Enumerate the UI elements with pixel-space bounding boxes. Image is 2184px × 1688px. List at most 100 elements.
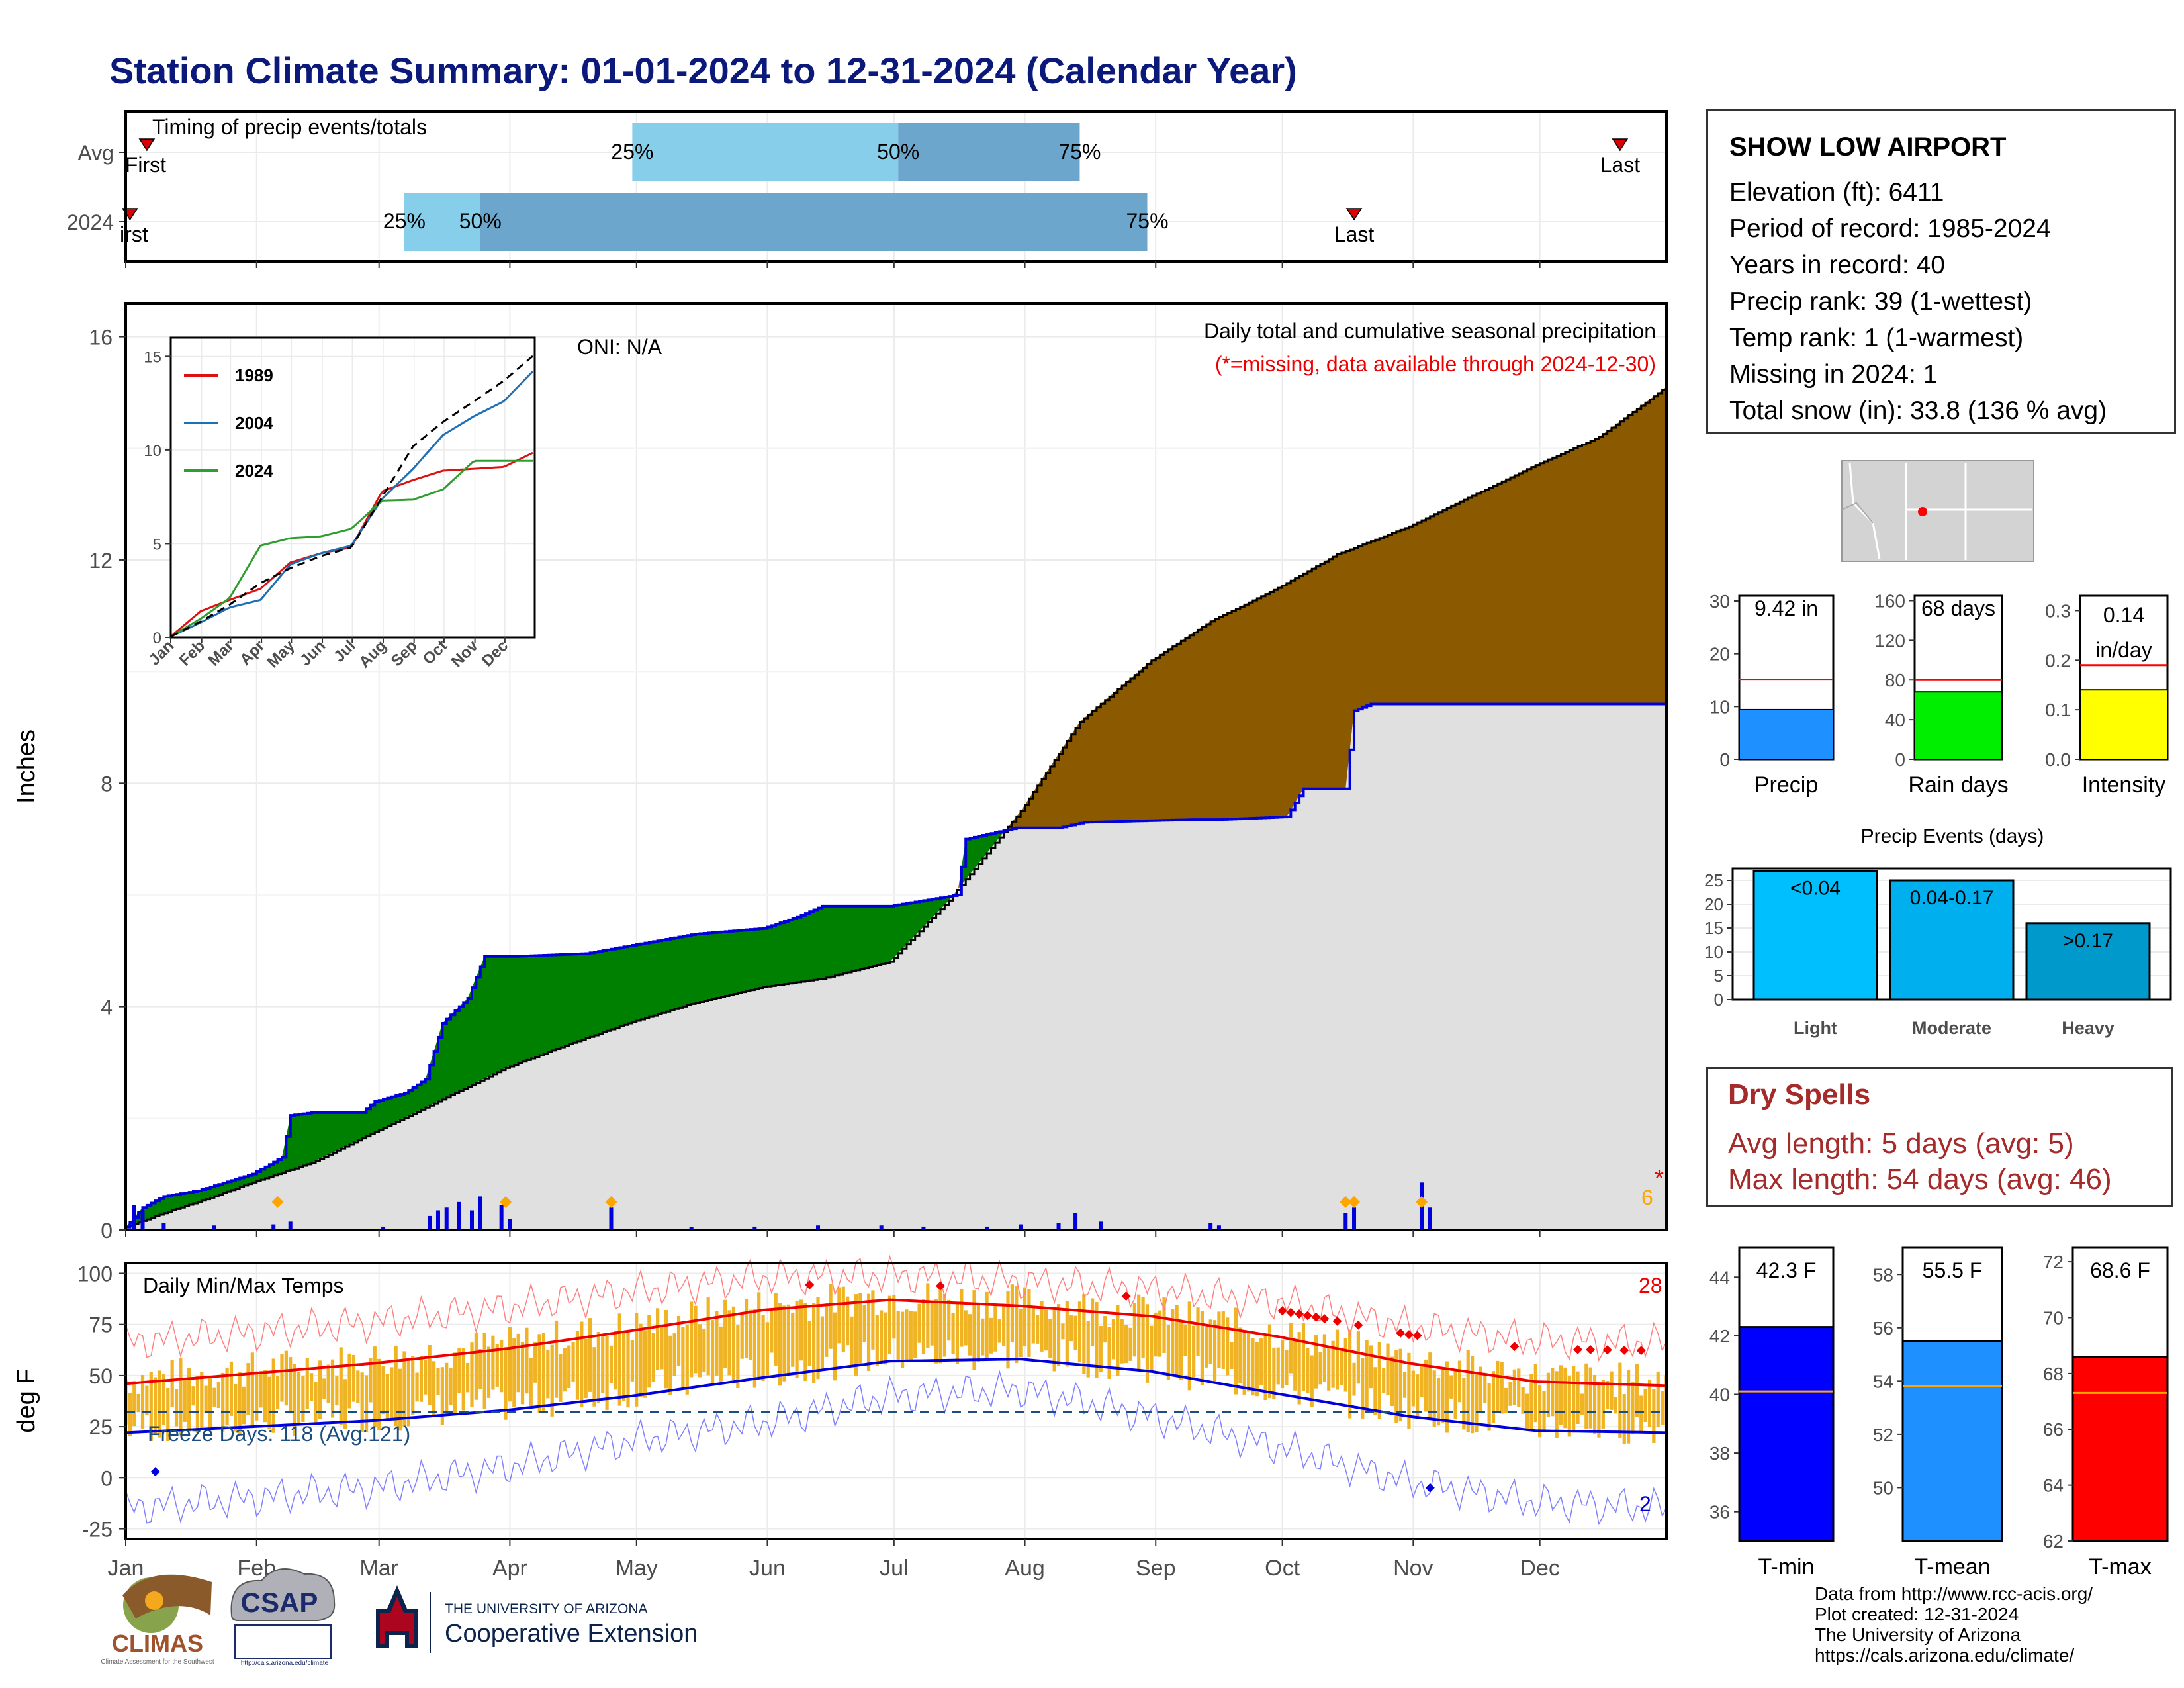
daily-temp-bar [1234, 1307, 1238, 1395]
daily-temp-bar [1382, 1368, 1386, 1393]
daily-temp-bar [1322, 1334, 1326, 1382]
daily-temp-bar [1340, 1349, 1343, 1385]
daily-precip-bar [499, 1205, 504, 1230]
daily-temp-bar [757, 1292, 761, 1378]
summary-bars: 0 10 20 30 Precip 9.42 in 0 40 80 120 160 Rain days… [1709, 590, 2169, 798]
daily-temp-bar [1183, 1324, 1187, 1356]
daily-temp-bar [947, 1299, 951, 1341]
daily-temp-bar [385, 1374, 390, 1419]
climas-logo-text: CLIMAS [112, 1630, 203, 1657]
month-label: Apr [492, 1556, 527, 1581]
timing-row-label: Avg [77, 141, 114, 165]
daily-temp-bar [1652, 1389, 1656, 1444]
daily-temp-bar [1352, 1362, 1356, 1396]
event-bin-label: <0.04 [1790, 878, 1841, 900]
daily-temp-bar [1124, 1325, 1128, 1364]
daily-temp-bar [1424, 1359, 1428, 1412]
daily-temp-bar [976, 1303, 980, 1362]
daily-temp-bar [478, 1349, 482, 1389]
daily-temp-bar [1606, 1381, 1610, 1410]
snow-marker [1348, 1196, 1361, 1208]
record-high-marker [805, 1280, 815, 1289]
daily-precip-bar [921, 1226, 926, 1230]
daily-temp-bar [1335, 1329, 1340, 1390]
daily-temp-bar [449, 1368, 453, 1405]
daily-temp-bar [339, 1347, 343, 1425]
locator-map [1841, 460, 2034, 562]
snow-count: 6 [1641, 1186, 1653, 1209]
daily-temp-bar [1082, 1294, 1086, 1374]
daily-temp-bar [318, 1360, 322, 1420]
daily-precip-bar [1019, 1224, 1023, 1230]
daily-temp-bar [259, 1370, 263, 1408]
daily-temp-bar [221, 1372, 225, 1432]
daily-temp-bar [310, 1373, 314, 1401]
timing-pct-label: 50% [877, 140, 919, 164]
daily-temp-bar [1512, 1369, 1516, 1405]
inset-legend-label: 1989 [235, 365, 273, 385]
record-high-marker [1121, 1291, 1131, 1301]
precip-caption: Daily total and cumulative seasonal prec… [1204, 319, 1656, 343]
events-panel: Precip Events (days) <0.04 Light 0.04-0.17 M… [1704, 825, 2172, 1038]
daily-temp-bar [1065, 1301, 1069, 1367]
daily-temp-bar [1483, 1372, 1487, 1403]
credit-line: Plot created: 12-31-2024 [1815, 1604, 2019, 1624]
precip-missing-caption: (*=missing, data available through 2024-… [1215, 352, 1656, 376]
summary-ytick-label: 160 [1874, 590, 1905, 611]
event-bin-label: 0.04-0.17 [1910, 887, 1994, 909]
daily-temp-bar [1462, 1377, 1466, 1430]
info-line: Elevation (ft): 6411 [1729, 178, 1944, 207]
daily-temp-bar [690, 1301, 694, 1378]
csap-logo-panel [234, 1624, 332, 1659]
daily-temp-bar [1221, 1311, 1225, 1369]
daily-temp-bar [541, 1333, 546, 1413]
daily-temp-bar [1327, 1348, 1331, 1391]
daily-temp-bar [698, 1324, 702, 1378]
events-frame [1731, 867, 2172, 1001]
daily-temp-bar [428, 1345, 432, 1405]
month-label: Sep [1136, 1556, 1176, 1581]
month-label: Jun [749, 1556, 786, 1581]
daily-temp-bar [546, 1349, 550, 1399]
daily-temp-bar [1643, 1388, 1647, 1422]
daily-temp-bar [1015, 1286, 1019, 1364]
daily-temp-bar [1592, 1374, 1597, 1435]
daily-temp-bar [1099, 1325, 1103, 1372]
daily-temp-bar [723, 1299, 727, 1368]
inset-line-2024 [170, 459, 533, 637]
record-low-marker [150, 1467, 160, 1477]
daily-temp-bar [934, 1299, 938, 1364]
daily-precip-bar [161, 1223, 166, 1230]
credits: Data from http://www.rcc-acis.org/ Plot … [1815, 1583, 2093, 1665]
daily-temp-bar [284, 1350, 288, 1406]
timing-panel: 25% 50% 75% First Last Avg 25% 50% 75% irst Last 20… [67, 110, 1668, 268]
map-panel [1841, 460, 2034, 562]
daily-temp-bar [596, 1332, 600, 1403]
daily-temp-bar [1289, 1322, 1293, 1374]
temp-summary-bar [2071, 1356, 2169, 1542]
below-average-area [1008, 387, 1666, 830]
daily-temp-bar [731, 1306, 736, 1380]
snow-marker [500, 1196, 512, 1208]
timing-pct-label: 75% [1126, 209, 1168, 233]
daily-temp-bar [972, 1290, 976, 1370]
temp-summary-value-label: 68.6 F [2090, 1258, 2150, 1282]
daily-temp-bar [1061, 1323, 1065, 1340]
temp-summary-ytick-label: 68 [2043, 1364, 2064, 1384]
daily-temp-bar [242, 1386, 246, 1425]
university-logo-line2: Cooperative Extension [445, 1620, 698, 1648]
daily-precip-bar [478, 1196, 482, 1230]
daily-temp-bar [905, 1309, 909, 1362]
summary-bar [2079, 689, 2168, 761]
daily-temp-bar [377, 1358, 381, 1430]
daily-temp-bar [626, 1331, 630, 1408]
daily-temp-bar [770, 1311, 774, 1353]
daily-temp-bar [1132, 1303, 1136, 1357]
summary-value-label: in/day [2095, 638, 2152, 662]
credit-line: https://cals.arizona.edu/climate/ [1815, 1645, 2075, 1665]
timing-label: Timing of precip events/totals [152, 115, 427, 139]
daily-temp-bar [1369, 1345, 1373, 1389]
inset-ytick-label: 0 [153, 630, 161, 647]
daily-temp-bar [216, 1382, 220, 1408]
